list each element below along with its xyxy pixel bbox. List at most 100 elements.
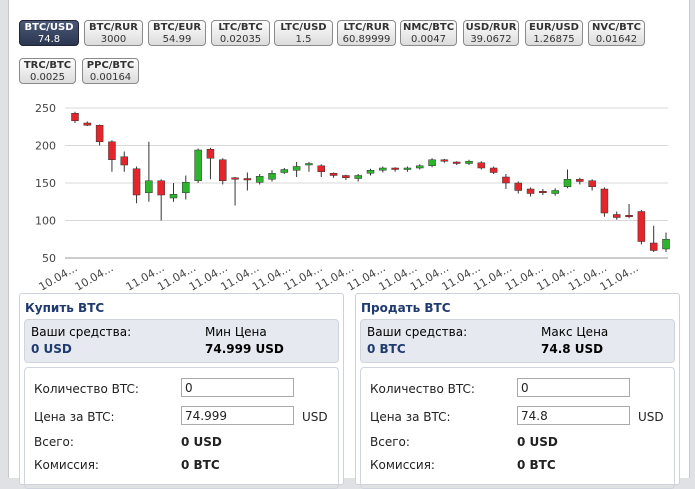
candle-body [342, 175, 350, 178]
tab-price: 0.0047 [411, 34, 446, 45]
candle-body [305, 163, 313, 166]
pair-tab[interactable]: LTC/BTC 0.02035 [211, 20, 270, 46]
candle-body [576, 179, 584, 182]
currency: USD [302, 410, 328, 424]
fee-value: 0 BTC [517, 458, 556, 472]
tab-pair: TRC/BTC [23, 60, 72, 71]
unit-price-input[interactable]: 74.8 [517, 406, 630, 425]
y-tick-label: 150 [35, 177, 56, 190]
candle-body [268, 173, 276, 180]
candle-body [243, 178, 252, 181]
y-tick-label: 250 [35, 102, 56, 115]
unit-price-label: Цена за BTC: [370, 410, 451, 424]
total-label: Всего: [370, 435, 410, 449]
pair-tab[interactable]: NVC/BTC 0.01642 [588, 20, 645, 46]
pair-tab[interactable]: BTC/RUR 3000 [84, 20, 143, 46]
candle-body [452, 161, 461, 164]
tab-pair: USD/RUR [465, 22, 517, 33]
candle-body [157, 180, 165, 196]
pair-tab[interactable]: NMC/BTC 0.0047 [400, 20, 457, 46]
amount-input[interactable]: 0 [181, 378, 294, 397]
currency: USD [638, 410, 664, 424]
candle-body [637, 211, 646, 242]
x-tick-label: 10.04... [37, 261, 80, 292]
amount-label: Количество BTC: [34, 382, 139, 396]
candle-body [489, 167, 498, 173]
candle-body [391, 167, 399, 170]
candle-body [588, 180, 596, 187]
candle-body [662, 239, 670, 250]
funds-value: 0 BTC [367, 342, 406, 356]
funds-label: Ваши средства: [367, 325, 468, 339]
candle-body [403, 167, 412, 170]
candle-body [465, 161, 473, 164]
candle-body [613, 214, 621, 218]
candle-body [145, 180, 153, 193]
tab-price: 74.8 [37, 34, 61, 45]
funds-label: Ваши средства: [31, 325, 132, 339]
pair-tab[interactable]: LTC/USD 1.5 [274, 20, 333, 46]
pair-tab[interactable]: USD/RUR 39.0672 [463, 20, 519, 46]
candle-body [428, 159, 436, 166]
tab-pair: LTC/RUR [343, 22, 390, 33]
candle-body [219, 159, 227, 181]
tab-pair: EUR/USD [529, 22, 579, 33]
x-tick-label: 10.04... [73, 261, 116, 292]
pair-tab[interactable]: PPC/BTC 0.00164 [82, 58, 139, 84]
candle-body [182, 182, 190, 193]
candle-body [83, 122, 92, 126]
candle-body [132, 168, 141, 196]
candle-body [206, 149, 215, 159]
candle-body [194, 149, 202, 181]
tab-price: 0.0025 [30, 72, 65, 83]
candle-body [440, 159, 449, 162]
candle-body [563, 179, 572, 187]
order-form: Количество BTC: 0 Цена за BTC: 74.8 USD Всего… [360, 367, 675, 489]
tab-pair: BTC/EUR [152, 22, 202, 33]
candle-body [169, 194, 178, 199]
tab-price: 39.0672 [470, 34, 512, 45]
pair-tab[interactable]: BTC/EUR 54.99 [148, 20, 206, 46]
candle-body [317, 165, 325, 172]
candle-body [71, 113, 79, 121]
fee-label: Комиссия: [370, 458, 435, 472]
total-value: 0 USD [181, 435, 222, 449]
price-label: Мин Цена [205, 325, 267, 339]
tab-pair: PPC/BTC [86, 60, 135, 71]
y-tick-label: 100 [35, 215, 56, 228]
tab-pair: NMC/BTC [402, 22, 455, 33]
sell-panel: Продать BTC Ваши средства: 0 BTC Макс Цена 7… [355, 293, 680, 489]
candle-body [366, 170, 375, 174]
pair-tab[interactable]: TRC/BTC 0.0025 [19, 58, 76, 84]
tab-pair: LTC/USD [280, 22, 327, 33]
pair-tab[interactable]: BTC/USD 74.8 [19, 20, 79, 46]
candle-body [551, 190, 559, 194]
pair-tab[interactable]: LTC/RUR 60.89999 [337, 20, 396, 46]
price-value: 74.999 USD [205, 342, 284, 356]
funds-box: Ваши средства: 0 BTC Макс Цена 74.8 USD [360, 319, 675, 363]
tab-price: 0.02035 [219, 34, 262, 45]
fee-label: Комиссия: [34, 458, 99, 472]
total-value: 0 USD [517, 435, 558, 449]
tab-pair: NVC/BTC [592, 22, 641, 33]
tab-price: 0.00164 [89, 72, 132, 83]
candle-body [477, 162, 486, 169]
panel-title: Купить BTC [25, 301, 105, 315]
y-tick-label: 200 [35, 140, 56, 153]
candle-body [514, 182, 522, 191]
tab-price: 54.99 [162, 34, 192, 45]
amount-label: Количество BTC: [370, 382, 475, 396]
tab-price: 60.89999 [342, 34, 391, 45]
tab-price: 3000 [100, 34, 127, 45]
funds-box: Ваши средства: 0 USD Мин Цена 74.999 USD [24, 319, 339, 363]
amount-input[interactable]: 0 [517, 378, 630, 397]
candle-body [255, 176, 264, 183]
candle-body [379, 167, 387, 171]
unit-price-input[interactable]: 74.999 [181, 406, 294, 425]
pair-tab[interactable]: EUR/USD 1.26875 [525, 20, 583, 46]
candle-body [95, 125, 104, 142]
page: {"tabs":[{"pair":"BTC/USD","price":"74.8… [8, 0, 690, 489]
candle-body [502, 176, 510, 184]
tab-price: 0.01642 [595, 34, 638, 45]
